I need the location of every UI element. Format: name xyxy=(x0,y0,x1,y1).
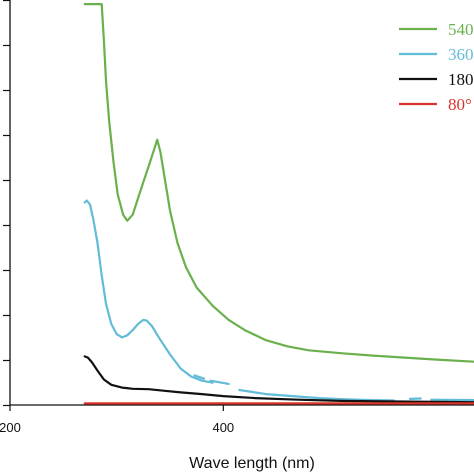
series-line-540 xyxy=(83,2,474,363)
legend-label: 360 xyxy=(448,45,474,64)
series-line-180 xyxy=(83,355,474,404)
legend-label: 540 xyxy=(448,20,474,39)
legend-label: 80° xyxy=(448,95,472,114)
series-line-360 xyxy=(193,374,206,380)
series-line-360 xyxy=(209,379,230,385)
series-line-360 xyxy=(83,199,214,384)
plot-area xyxy=(83,2,474,405)
legend: 540 360 180 80° xyxy=(399,20,474,114)
x-tick-label: 200 xyxy=(0,420,21,435)
x-axis-title: Wave length (nm) xyxy=(189,455,315,472)
x-tick-label: 400 xyxy=(212,420,234,435)
series-line-360 xyxy=(238,388,396,402)
legend-label: 180 xyxy=(448,70,474,89)
axes: 200 400 xyxy=(0,0,474,435)
